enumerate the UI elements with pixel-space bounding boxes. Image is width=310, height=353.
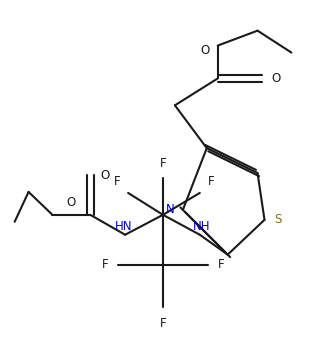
- Text: F: F: [102, 258, 108, 271]
- Text: F: F: [218, 258, 224, 271]
- Text: O: O: [67, 196, 76, 209]
- Text: S: S: [274, 213, 282, 226]
- Text: F: F: [208, 175, 215, 188]
- Text: N: N: [166, 203, 175, 216]
- Text: O: O: [201, 44, 210, 57]
- Text: F: F: [160, 317, 166, 330]
- Text: F: F: [160, 157, 166, 170]
- Text: NH: NH: [193, 220, 210, 233]
- Text: O: O: [100, 168, 109, 181]
- Text: F: F: [113, 175, 120, 188]
- Text: HN: HN: [114, 220, 132, 233]
- Text: O: O: [272, 72, 281, 85]
